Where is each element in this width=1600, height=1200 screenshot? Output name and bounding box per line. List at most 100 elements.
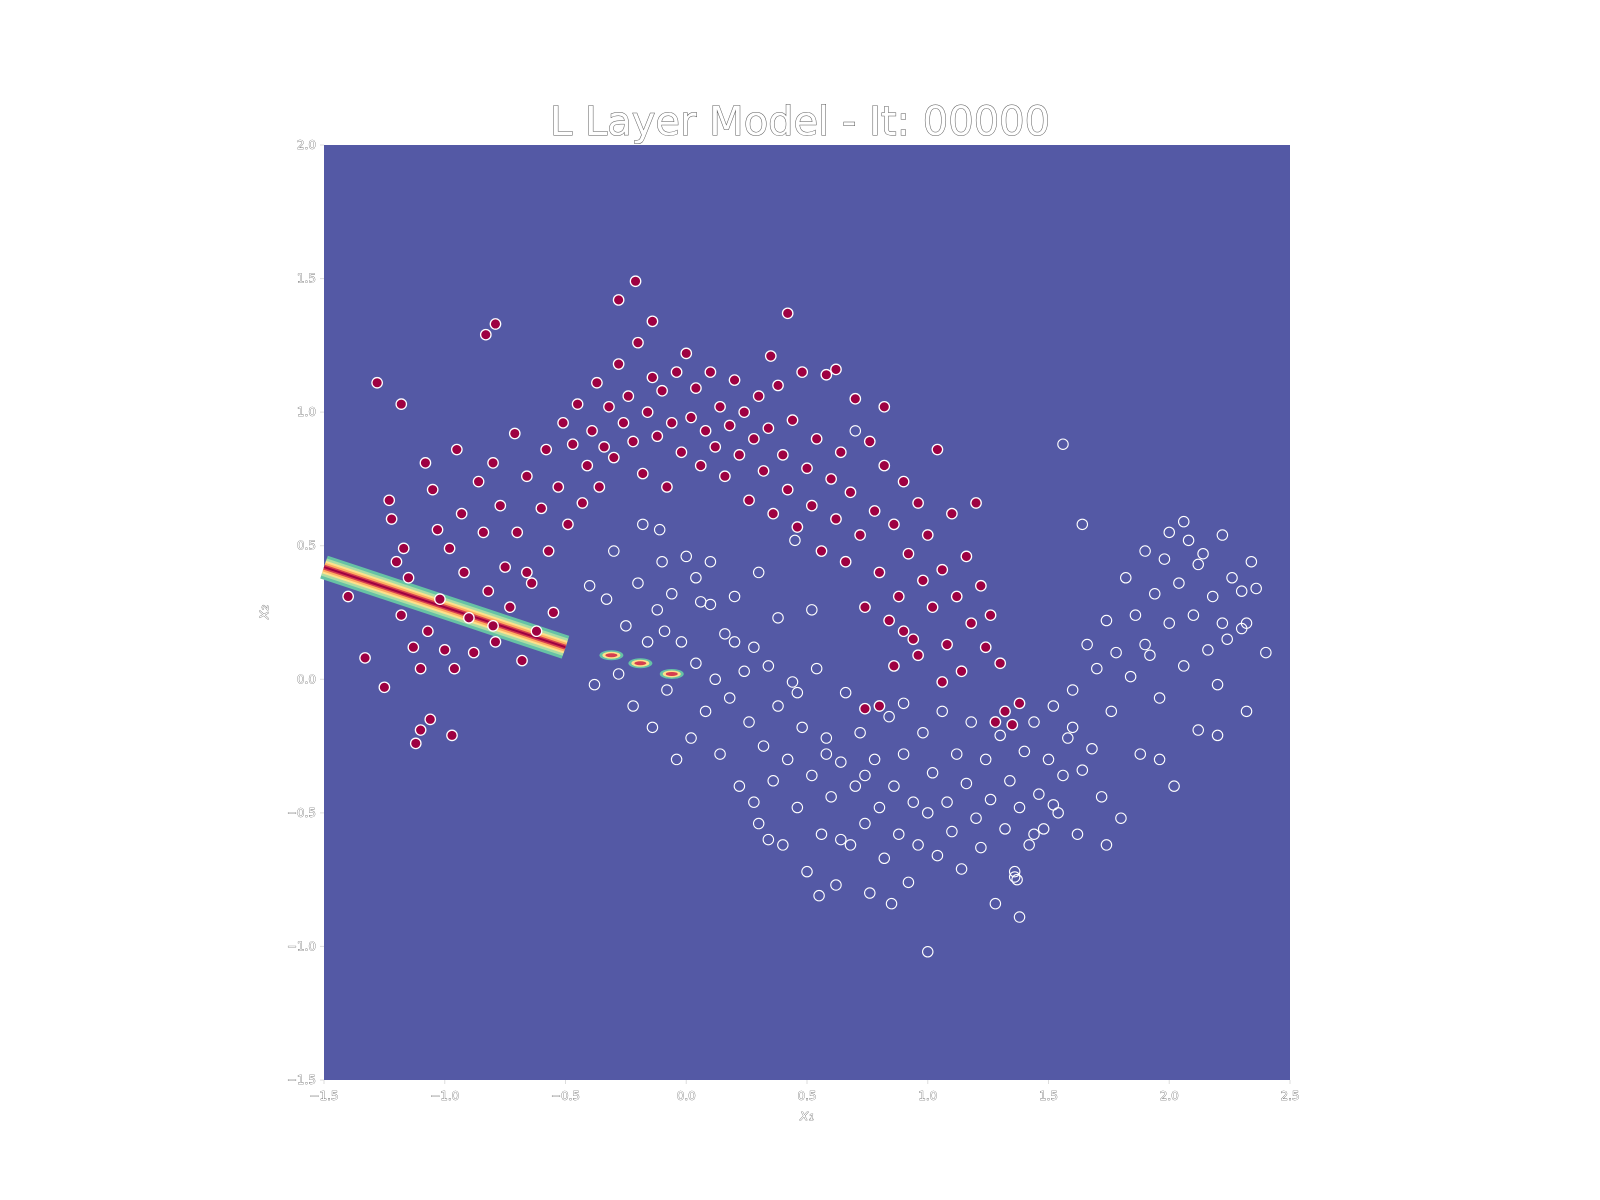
class-1-point: [593, 481, 606, 493]
class-0-point: [748, 641, 760, 653]
class-0-point: [651, 604, 664, 616]
class-1-point: [849, 392, 862, 405]
class-0-point: [1240, 705, 1253, 718]
class-0-point: [1163, 526, 1176, 539]
decision-boundary: [320, 555, 684, 679]
chart-title: L Layer Model - It: 00000: [550, 99, 1050, 145]
class-0-point: [1226, 572, 1238, 584]
class-0-point: [1211, 729, 1224, 742]
class-0-point: [1047, 799, 1060, 811]
class-0-point: [1216, 529, 1229, 541]
class-0-point: [1110, 646, 1122, 659]
class-1-point: [815, 545, 828, 557]
class-0-point: [1071, 828, 1084, 840]
class-1-point: [557, 416, 569, 429]
class-0-point: [883, 710, 895, 723]
class-1-point: [764, 350, 777, 362]
class-1-point: [936, 676, 949, 688]
class-1-point: [448, 662, 461, 675]
y-tick-label: 0.5: [297, 539, 316, 553]
class-1-point: [535, 502, 548, 515]
class-0-point: [1163, 617, 1176, 629]
class-1-point: [921, 529, 934, 541]
class-0-point: [641, 636, 654, 648]
class-0-point: [738, 665, 750, 678]
class-0-point: [873, 801, 886, 814]
class-1-point: [463, 611, 475, 624]
class-1-point: [675, 446, 688, 459]
class-1-point: [402, 571, 415, 584]
class-1-point: [757, 465, 770, 477]
class-1-point: [897, 625, 910, 638]
class-1-point: [950, 590, 963, 603]
class-0-point: [1115, 812, 1127, 824]
class-1-point: [455, 507, 468, 520]
class-0-point: [690, 657, 702, 670]
class-0-point: [1023, 839, 1035, 851]
x-tick-label: 0.5: [797, 1089, 816, 1103]
class-1-point: [907, 633, 920, 646]
class-1-point: [552, 481, 565, 493]
x-tick-label: −1.5: [309, 1089, 338, 1103]
class-1-point: [494, 499, 507, 512]
class-1-point: [936, 563, 949, 576]
class-0-point: [830, 879, 842, 891]
class-0-point: [704, 555, 717, 568]
class-1-point: [612, 358, 625, 370]
class-0-point: [608, 545, 620, 557]
y-axis-label: x₂: [256, 605, 272, 620]
class-1-point: [965, 617, 978, 630]
class-1-point: [414, 662, 427, 675]
decision-boundary-fragment: [605, 653, 618, 658]
class-0-point: [1013, 911, 1026, 923]
class-1-point: [946, 507, 958, 520]
class-1-point: [723, 419, 736, 432]
class-1-point: [786, 414, 799, 427]
class-1-point: [859, 702, 871, 715]
class-1-point: [586, 424, 598, 437]
class-0-point: [709, 673, 721, 686]
class-0-point: [789, 534, 801, 547]
class-1-point: [888, 518, 900, 531]
class-0-point: [820, 732, 833, 744]
class-1-point: [540, 443, 553, 456]
class-0-point: [1177, 515, 1190, 528]
class-0-point: [946, 825, 958, 838]
class-0-point: [849, 780, 862, 792]
class-0-point: [902, 876, 915, 889]
class-0-point: [912, 839, 924, 851]
class-0-point: [1062, 732, 1074, 744]
class-0-point: [646, 721, 659, 734]
class-0-point: [762, 660, 775, 672]
class-1-point: [690, 382, 702, 394]
class-1-point: [458, 566, 470, 579]
class-0-point: [1250, 582, 1262, 595]
class-0-point: [1192, 724, 1204, 736]
class-1-point: [917, 574, 929, 587]
class-1-point: [407, 641, 420, 654]
class-0-point: [1153, 692, 1166, 704]
class-0-point: [762, 833, 775, 846]
class-1-point: [854, 529, 866, 541]
class-0-point: [733, 780, 746, 792]
class-1-point: [651, 430, 664, 443]
class-1-point: [421, 625, 434, 638]
class-1-point: [646, 315, 659, 328]
class-0-point: [767, 775, 779, 787]
class-1-point: [1013, 697, 1026, 710]
class-1-point: [810, 433, 823, 445]
x-tick-label: −0.5: [551, 1089, 580, 1103]
class-0-point: [936, 705, 948, 718]
class-0-point: [1139, 638, 1151, 651]
class-1-point: [581, 459, 594, 472]
class-1-point: [868, 505, 881, 517]
class-1-point: [487, 457, 499, 469]
class-0-point: [989, 897, 1002, 910]
class-1-point: [629, 275, 642, 288]
y-tick-label: 2.0: [297, 138, 316, 152]
y-tick-label: −0.5: [287, 806, 316, 820]
class-1-point: [863, 435, 876, 448]
decision-boundary-fragment: [634, 661, 647, 666]
class-1-point: [1006, 718, 1019, 731]
